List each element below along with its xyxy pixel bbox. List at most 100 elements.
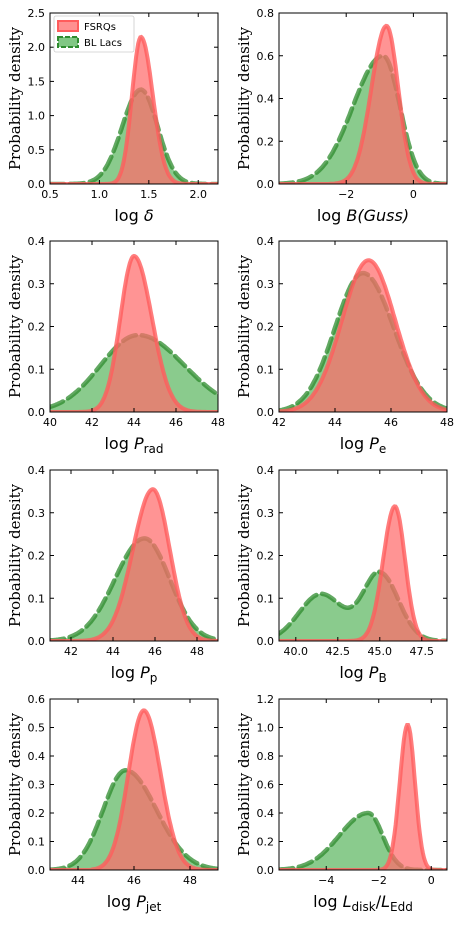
x-tick-label: 48: [183, 874, 197, 887]
y-tick-label: 0.8: [257, 7, 275, 20]
y-tick-label: 0.1: [28, 592, 46, 605]
panel-7: 44 46 48 0.0 0.1 0.2 0.3 0.4 0.5 0.6 Probability d…: [6, 693, 219, 914]
legend-fsrq-swatch: [57, 20, 79, 32]
x-tick-label: 46: [169, 416, 183, 429]
x-axis-label: log Pe: [340, 434, 387, 456]
fsrq-density-area: [50, 489, 218, 641]
y-tick-label: 0.5: [28, 144, 46, 157]
y-tick-label: 0.4: [28, 235, 46, 248]
y-tick-label: 0.4: [257, 807, 275, 820]
legend: FSRQs BL Lacs: [53, 15, 135, 53]
x-axis-label: log B(Guss): [317, 206, 409, 225]
panel-8: −4 −2 0 0.0 0.2 0.4 0.6 0.8 1.0 1.2 Probability de…: [235, 693, 448, 914]
x-tick-label: 44: [106, 645, 120, 658]
y-tick-label: 0.6: [28, 693, 46, 706]
y-axis-label: Probability density: [6, 254, 24, 398]
x-axis-label: log Prad: [104, 434, 163, 456]
y-tick-label: 0.6: [257, 779, 275, 792]
y-tick-label: 0.3: [28, 779, 46, 792]
x-tick-label: 47.5: [410, 645, 435, 658]
fsrq-density-area: [50, 256, 218, 412]
panel-3: 40 42 44 46 48 0.0 0.1 0.2 0.3 0.4 Probability den…: [6, 235, 225, 456]
x-tick-label: 48: [211, 416, 225, 429]
y-tick-label: 1.0: [257, 722, 275, 735]
x-axis-label: log Pjet: [107, 892, 162, 914]
y-tick-label: 0.0: [257, 178, 275, 191]
plot-area: [50, 34, 218, 184]
y-tick-label: 0.1: [257, 592, 275, 605]
x-tick-label: 42: [85, 416, 99, 429]
axes-frame: [49, 12, 219, 185]
legend-bllac-label: BL Lacs: [84, 38, 122, 49]
panel-6: 40.0 42.5 45.0 47.5 0.0 0.1 0.2 0.3 0.4 Probabili…: [235, 464, 448, 685]
fsrq-density-line: [279, 23, 447, 184]
x-tick-label: 48: [190, 645, 204, 658]
fsrq-density-line: [50, 253, 218, 412]
x-axis-label: log Ldisk/LEdd: [313, 892, 413, 914]
x-tick-label: 45.0: [368, 645, 393, 658]
panel-1: 0.5 1.0 1.5 2.00.00.51.01.52.02.5Probabilit…: [6, 7, 219, 225]
x-tick-label: 46: [148, 645, 162, 658]
x-tick-label: −2: [338, 188, 354, 201]
fsrq-density-line: [279, 504, 447, 641]
x-tick-label: 44: [328, 416, 342, 429]
bllac-density-area: [279, 571, 447, 641]
plot-area: [279, 504, 447, 641]
y-tick-label: 0.3: [257, 507, 275, 520]
panel-2: −2 0 0.0 0.2 0.4 0.6 0.8 Probability density log…: [235, 7, 448, 225]
legend-bllac-swatch: [57, 36, 79, 48]
y-axis-label: Probability density: [235, 254, 253, 398]
x-tick-label: 0: [410, 188, 417, 201]
panel-4: 42 44 46 48 0.0 0.1 0.2 0.3 0.4 Probability densi…: [235, 235, 454, 456]
y-tick-label: 0.0: [28, 635, 46, 648]
y-tick-label: 0.0: [28, 178, 46, 191]
y-tick-label: 1.2: [257, 693, 275, 706]
x-tick-label: 40.0: [284, 645, 309, 658]
y-axis-label: Probability density: [6, 483, 24, 627]
x-tick-label: 2.0: [189, 188, 207, 201]
y-tick-label: 0.0: [257, 635, 275, 648]
x-tick-label: 44: [127, 416, 141, 429]
y-axis-label: Probability density: [235, 712, 253, 856]
y-tick-label: 2.5: [28, 7, 46, 20]
x-tick-label: 1.0: [91, 188, 109, 201]
y-tick-label: 1.0: [28, 110, 46, 123]
x-axis-label: log PB: [339, 663, 386, 685]
y-tick-label: 0.0: [28, 406, 46, 419]
y-axis-label: Probability density: [6, 712, 24, 856]
fsrq-density-area: [50, 37, 218, 184]
fsrq-density-area: [279, 260, 447, 412]
y-axis-label: Probability density: [235, 26, 253, 170]
fsrq-density-area: [279, 506, 447, 641]
x-tick-label: 42: [272, 416, 286, 429]
x-tick-label: 42.5: [326, 645, 351, 658]
x-axis-label: log Pp: [111, 663, 158, 685]
fsrq-density-line: [50, 34, 218, 184]
y-tick-label: 0.5: [28, 722, 46, 735]
y-tick-label: 0.1: [28, 363, 46, 376]
y-tick-label: 0.3: [28, 278, 46, 291]
plot-area: [279, 23, 447, 184]
x-tick-label: 44: [71, 874, 85, 887]
y-tick-label: 2.0: [28, 41, 46, 54]
fsrq-density-area: [50, 710, 218, 870]
x-tick-label: −2: [371, 874, 387, 887]
y-tick-label: 0.2: [257, 135, 275, 148]
y-tick-label: 0.4: [257, 464, 275, 477]
y-tick-label: 0.6: [257, 50, 275, 63]
y-tick-label: 0.4: [257, 235, 275, 248]
fsrq-density-line: [279, 723, 447, 870]
y-tick-label: 0.0: [257, 864, 275, 877]
x-tick-label: 0.5: [41, 188, 59, 201]
y-tick-label: 0.2: [257, 550, 275, 563]
fsrq-density-area: [279, 725, 447, 870]
y-tick-label: 0.4: [28, 750, 46, 763]
x-tick-label: 40: [43, 416, 57, 429]
y-tick-label: 0.2: [28, 807, 46, 820]
y-tick-label: 0.2: [28, 321, 46, 334]
y-tick-label: 0.2: [257, 321, 275, 334]
plot-area: [50, 253, 218, 412]
x-axis-label: log δ: [114, 206, 153, 225]
plot-area: [279, 723, 447, 870]
